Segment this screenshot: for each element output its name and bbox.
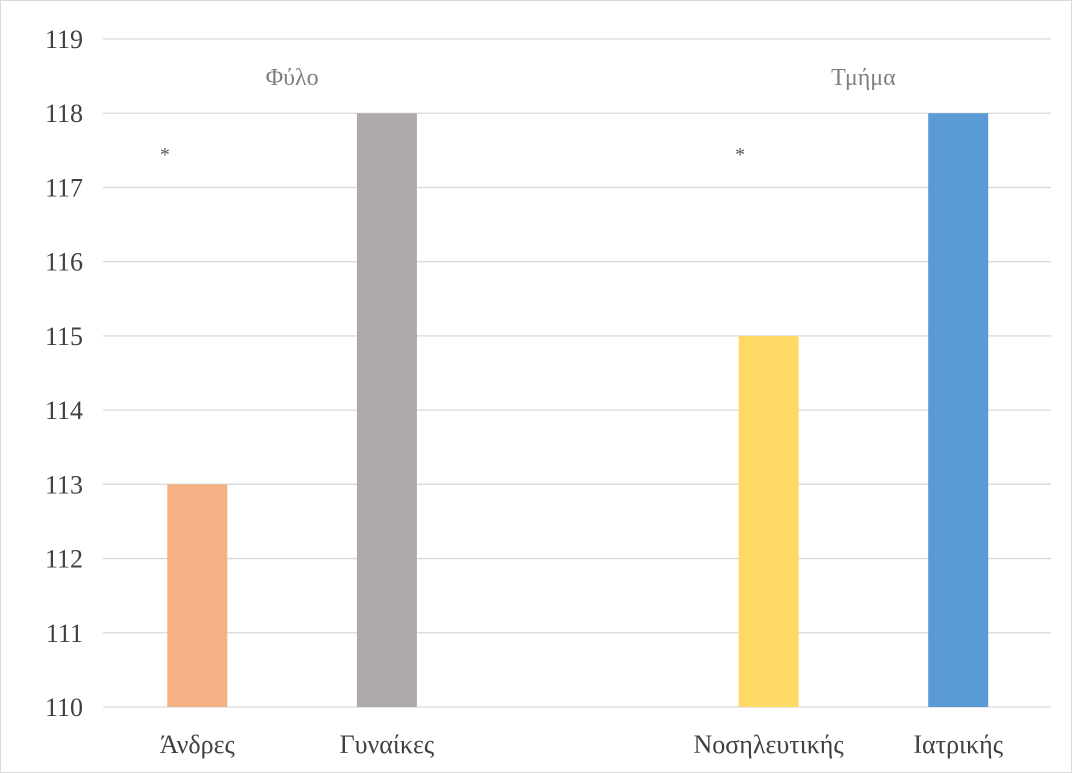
y-tick-label: 110 <box>45 693 83 722</box>
y-tick-label: 112 <box>45 545 83 574</box>
category-label: Γυναίκες <box>340 730 435 759</box>
y-tick-label: 114 <box>45 396 83 425</box>
bars <box>167 113 989 707</box>
y-tick-label: 111 <box>46 619 83 648</box>
category-label: Νοσηλευτικής <box>693 730 844 759</box>
significance-annotation: * <box>160 144 170 166</box>
group-label: Τμήμα <box>831 65 896 91</box>
bar-4 <box>928 113 989 707</box>
gridlines <box>103 38 1051 708</box>
y-tick-label: 116 <box>45 248 83 277</box>
y-axis-ticks: 110 111 112 113 114 115 116 117 118 119 <box>45 25 83 722</box>
y-tick-label: 115 <box>45 322 83 351</box>
group-label: Φύλο <box>266 65 319 91</box>
significance-annotation: * <box>735 144 745 166</box>
bar-3 <box>738 335 799 707</box>
y-tick-label: 119 <box>45 25 83 54</box>
bar-1 <box>167 484 228 707</box>
y-tick-label: 113 <box>45 470 83 499</box>
y-tick-label: 117 <box>45 173 83 202</box>
bar-2 <box>356 113 417 707</box>
category-labels: Άνδρες Γυναίκες Νοσηλευτικής Ιατρικής <box>160 730 1004 759</box>
category-label: Ιατρικής <box>913 730 1003 759</box>
category-label: Άνδρες <box>160 730 236 759</box>
y-tick-label: 118 <box>45 99 83 128</box>
group-labels: Φύλο * Τμήμα * <box>160 65 896 166</box>
